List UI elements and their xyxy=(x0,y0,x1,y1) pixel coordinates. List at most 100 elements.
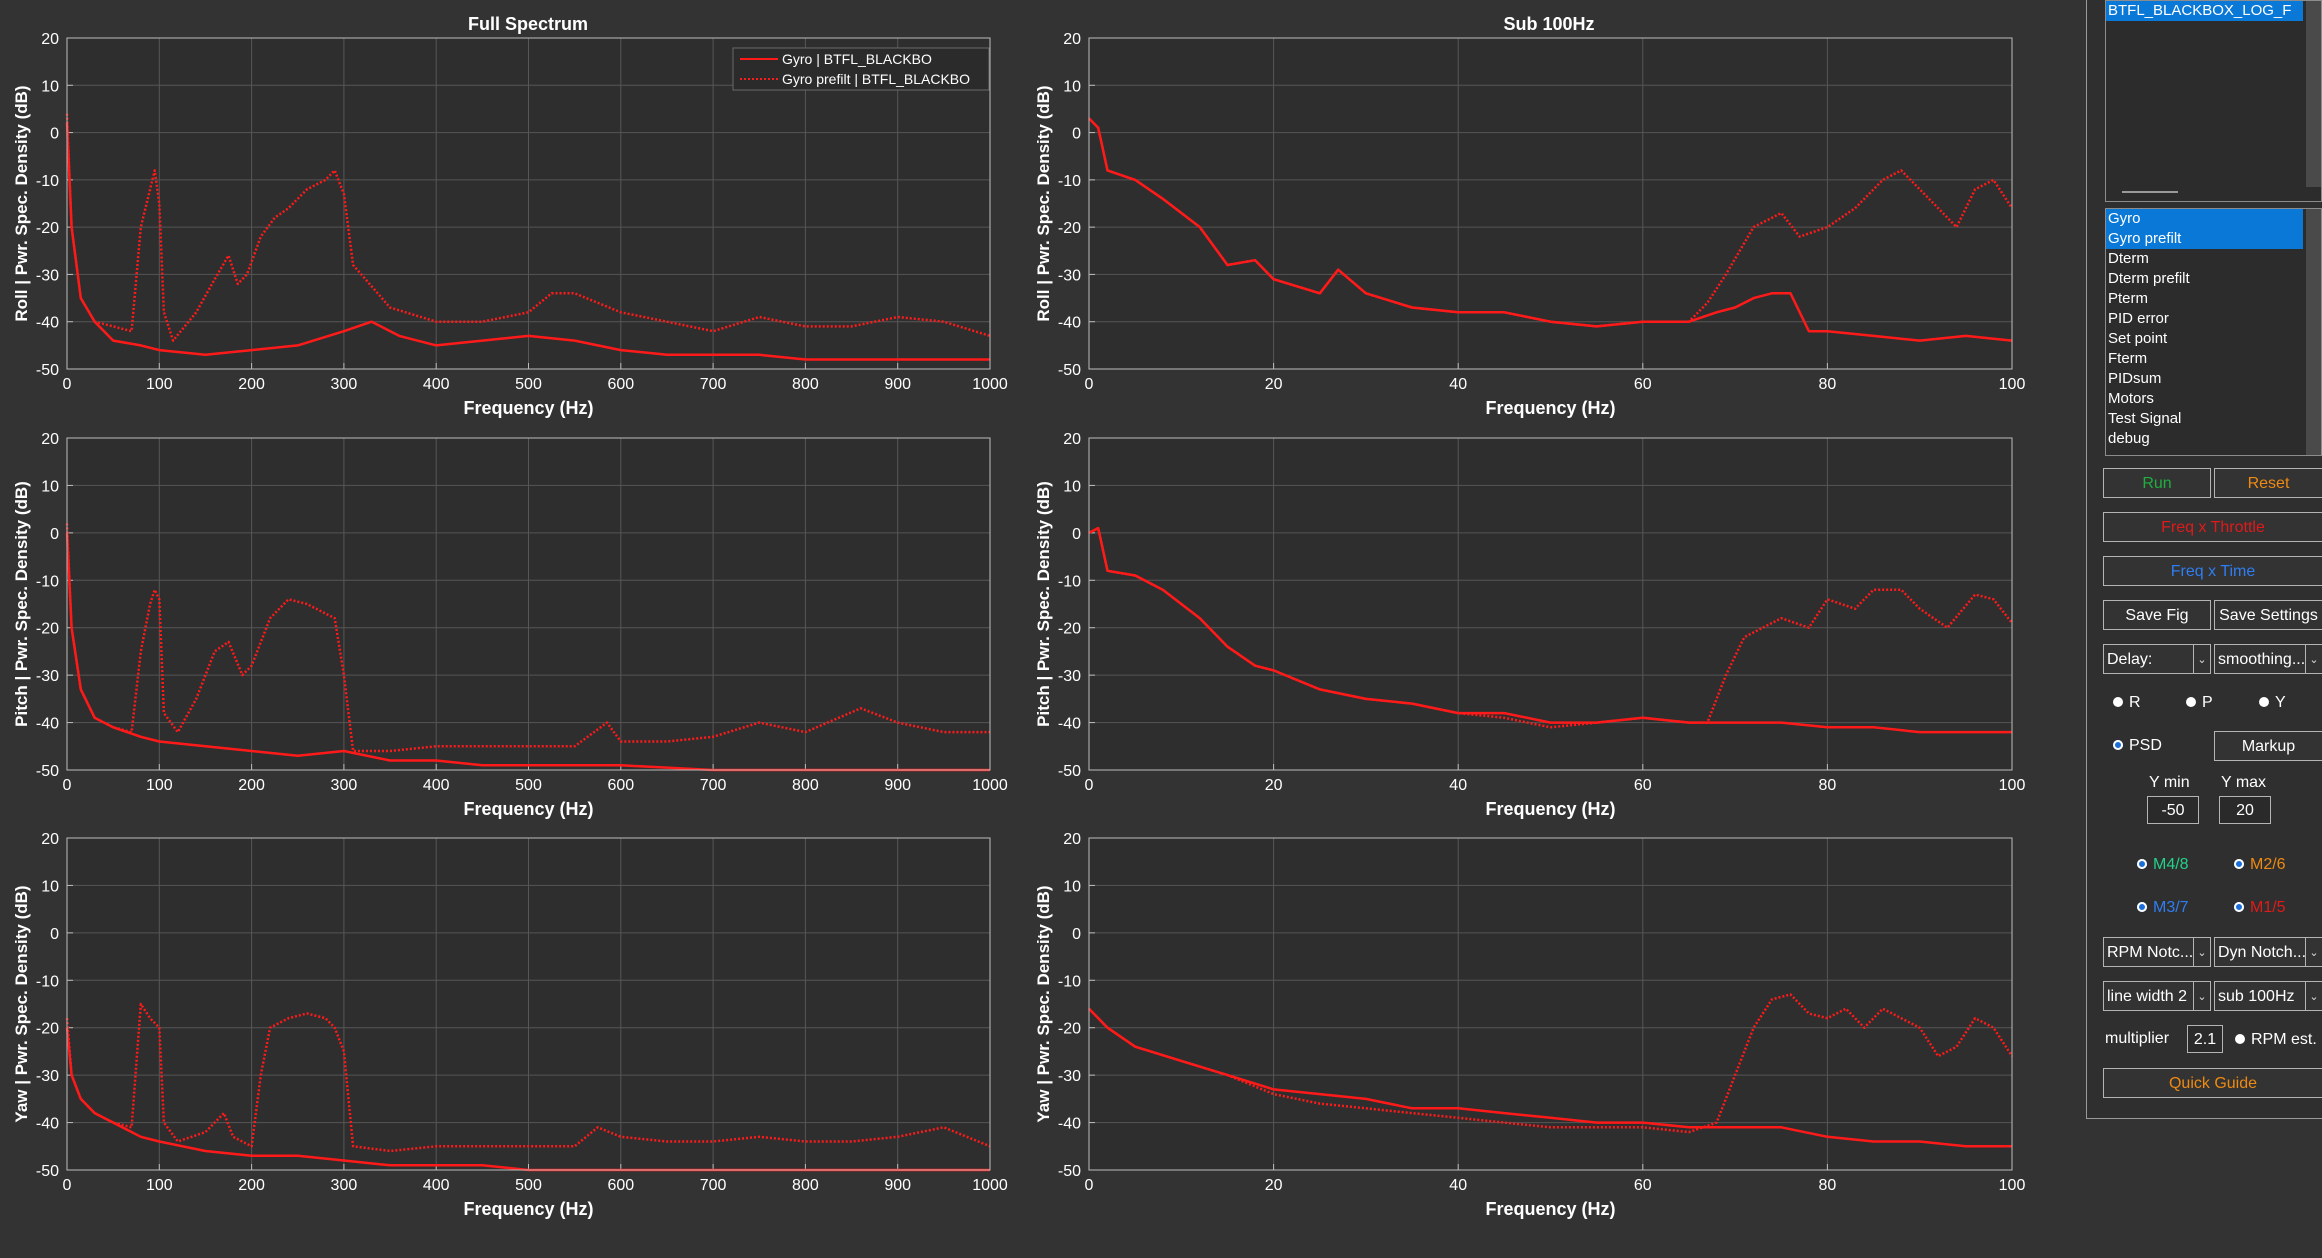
save-fig-button[interactable]: Save Fig xyxy=(2103,600,2211,630)
signal-list-item[interactable]: Set point xyxy=(2108,330,2168,347)
y-tick-label: 0 xyxy=(50,926,59,943)
plot-frame xyxy=(1088,437,2013,771)
y-tick-label: -10 xyxy=(36,573,59,590)
series-gyro-prefilt-pitch-full xyxy=(65,523,990,753)
x-axis-label: Frequency (Hz) xyxy=(1485,799,1615,819)
motor-m4-8-radio[interactable]: M4/8 xyxy=(2137,855,2189,875)
file-list-item[interactable]: BTFL_BLACKBOX_LOG_F xyxy=(2106,1,2303,21)
y-axis-label: Pitch | Pwr. Spec. Density (dB) xyxy=(12,481,31,727)
x-tick-label: 60 xyxy=(1634,376,1652,393)
plot-roll-sub[interactable]: 0 20 40 60 80 100 -50 -40 -30 -20 -10 0 10 20 Frequenc… xyxy=(1034,31,2025,418)
motor-m2-6-radio[interactable]: M2/6 xyxy=(2234,855,2286,875)
x-tick-label: 800 xyxy=(792,376,819,393)
x-axis-label: Frequency (Hz) xyxy=(1485,1199,1615,1219)
title-sub-100hz: Sub 100Hz xyxy=(1503,14,1594,34)
signal-list-item[interactable]: Motors xyxy=(2108,390,2154,407)
y-tick-label: 10 xyxy=(1063,478,1081,495)
x-tick-label: 100 xyxy=(146,777,173,794)
y-tick-label: -20 xyxy=(1058,220,1081,237)
y-tick-label: 20 xyxy=(41,431,59,448)
plot-pitch-full[interactable]: 0 100 200 300 400 500 600 700 800 900 1000-50-40-3… xyxy=(12,431,1008,819)
signal-list[interactable]: Gyro Gyro prefilt Dterm Dterm prefilt Pterm P… xyxy=(2105,208,2322,456)
file-list[interactable]: BTFL_BLACKBOX_LOG_F xyxy=(2105,0,2322,202)
signal-list-item[interactable]: Test Signal xyxy=(2108,410,2182,427)
x-tick-label: 0 xyxy=(1085,376,1094,393)
y-tick-label: 0 xyxy=(1072,526,1081,543)
signal-list-vscroll[interactable] xyxy=(2306,209,2321,455)
psd-radio[interactable]: PSD xyxy=(2113,736,2162,756)
file-list-vscroll[interactable] xyxy=(2306,1,2321,187)
delay-dropdown[interactable]: Delay: ⌄ xyxy=(2103,644,2211,674)
signal-list-item[interactable]: Fterm xyxy=(2108,350,2148,367)
file-list-hscroll[interactable] xyxy=(2122,191,2178,193)
y-axis-label: Roll | Pwr. Spec. Density (dB) xyxy=(12,85,31,321)
radio-y[interactable]: Y xyxy=(2259,693,2286,713)
line-width-dropdown[interactable]: line width 2 ⌄ xyxy=(2103,981,2211,1011)
plot-frame xyxy=(66,37,991,370)
x-tick-label: 20 xyxy=(1265,777,1283,794)
signal-list-item[interactable]: Dterm xyxy=(2108,250,2149,267)
rpm-notch-dropdown[interactable]: RPM Notc... ⌄ xyxy=(2103,937,2211,967)
y-axis-label: Pitch | Pwr. Spec. Density (dB) xyxy=(1034,481,1053,727)
plot-frame xyxy=(1088,837,2013,1171)
x-tick-label: 1000 xyxy=(972,1177,1008,1194)
radio-dot-icon xyxy=(2113,696,2123,707)
x-tick-label: 100 xyxy=(1999,777,2026,794)
signal-list-item[interactable]: Gyro prefilt xyxy=(2106,229,2303,249)
smoothing-dropdown[interactable]: smoothing... ⌄ xyxy=(2214,644,2322,674)
y-tick-label: 10 xyxy=(41,478,59,495)
y-tick-label: 10 xyxy=(41,878,59,895)
freq-time-button[interactable]: Freq x Time xyxy=(2103,556,2322,586)
x-axis-label: Frequency (Hz) xyxy=(1485,398,1615,418)
legend-gyro-prefilt-label: Gyro prefilt | BTFL_BLACKBO xyxy=(782,71,970,87)
x-tick-label: 40 xyxy=(1449,777,1467,794)
rpm-est-radio[interactable]: RPM est. xyxy=(2235,1030,2317,1050)
reset-button[interactable]: Reset xyxy=(2214,468,2322,498)
legend-gyro-label: Gyro | BTFL_BLACKBO xyxy=(782,51,932,67)
y-axis-label: Yaw | Pwr. Spec. Density (dB) xyxy=(1034,885,1053,1122)
freq-throttle-button[interactable]: Freq x Throttle xyxy=(2103,512,2322,542)
y-tick-label: -30 xyxy=(1058,267,1081,284)
radio-selected-icon xyxy=(2137,901,2147,912)
x-axis-label: Frequency (Hz) xyxy=(463,799,593,819)
x-tick-label: 800 xyxy=(792,1177,819,1194)
x-tick-label: 600 xyxy=(607,777,634,794)
y-tick-label: -10 xyxy=(1058,173,1081,190)
chevron-down-icon: ⌄ xyxy=(2305,645,2322,673)
plot-pitch-sub[interactable]: 0 20 40 60 80 100 -50 -40 -30 -20 -10 0 10 20 Frequenc… xyxy=(1034,431,2025,819)
quick-guide-button[interactable]: Quick Guide xyxy=(2103,1068,2322,1098)
radio-selected-icon xyxy=(2234,858,2244,869)
radio-r[interactable]: R xyxy=(2113,693,2141,713)
plot-roll-full[interactable]: 0 100 200 300 400 500 600 700 800 900 1000-50-40-3… xyxy=(12,31,1008,418)
chevron-down-icon: ⌄ xyxy=(2193,982,2210,1010)
markup-button[interactable]: Markup xyxy=(2214,731,2322,761)
ymax-input[interactable]: 20 xyxy=(2219,796,2271,824)
signal-list-item[interactable]: Dterm prefilt xyxy=(2108,270,2190,287)
signal-list-item[interactable]: debug xyxy=(2108,430,2150,447)
sub-range-dropdown[interactable]: sub 100Hz ⌄ xyxy=(2214,981,2322,1011)
save-settings-button[interactable]: Save Settings xyxy=(2214,600,2322,630)
y-tick-label: 10 xyxy=(41,78,59,95)
series-gyro-prefilt-roll-sub xyxy=(1088,117,2014,328)
legend: Gyro | BTFL_BLACKBO Gyro prefilt | BTFL_… xyxy=(732,47,990,91)
plot-yaw-sub[interactable]: 0 20 40 60 80 100 -50 -40 -30 -20 -10 0 10 20 Frequenc… xyxy=(1034,831,2025,1219)
x-tick-label: 100 xyxy=(1999,376,2026,393)
y-tick-label: -30 xyxy=(1058,668,1081,685)
radio-p[interactable]: P xyxy=(2186,693,2213,713)
signal-list-item[interactable]: PID error xyxy=(2108,310,2169,327)
plot-yaw-full[interactable]: 0 100 200 300 400 500 600 700 800 900 1000-50-40-3… xyxy=(12,831,1008,1219)
signal-list-item[interactable]: Pterm xyxy=(2108,290,2149,307)
y-tick-label: 20 xyxy=(1063,31,1081,48)
signal-list-item[interactable]: Gyro xyxy=(2106,209,2303,229)
motor-m3-7-radio[interactable]: M3/7 xyxy=(2137,898,2189,918)
ymin-input[interactable]: -50 xyxy=(2147,796,2199,824)
run-button[interactable]: Run xyxy=(2103,468,2211,498)
motor-m1-5-radio[interactable]: M1/5 xyxy=(2234,898,2286,918)
y-tick-label: -50 xyxy=(1058,763,1081,780)
x-tick-label: 0 xyxy=(63,1177,72,1194)
multiplier-input[interactable]: 2.1 xyxy=(2187,1025,2223,1053)
y-tick-label: 0 xyxy=(1072,926,1081,943)
signal-list-item[interactable]: PIDsum xyxy=(2108,370,2162,387)
y-axis-label: Yaw | Pwr. Spec. Density (dB) xyxy=(12,885,31,1122)
dyn-notch-dropdown[interactable]: Dyn Notch... ⌄ xyxy=(2214,937,2322,967)
